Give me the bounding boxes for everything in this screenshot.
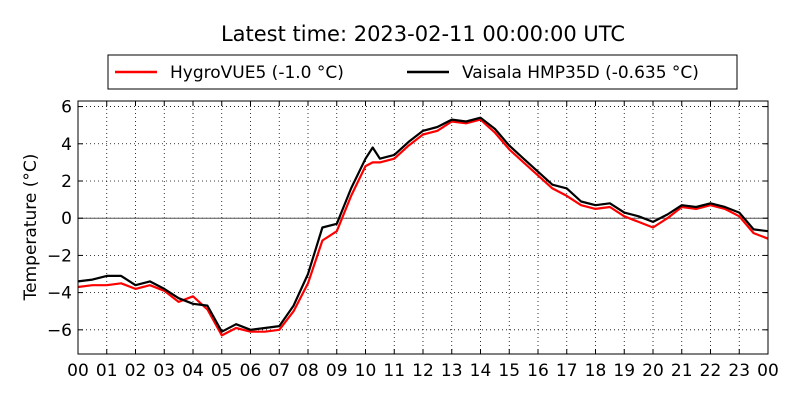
x-tick-label: 14 [470,361,492,381]
x-tick-label: 06 [240,361,262,381]
y-tick-label: 2 [61,172,72,192]
x-tick-label: 08 [297,361,319,381]
y-axis-label: Temperature (°C) [21,154,41,302]
x-axis-ticks: 00 01 02 03 04 05 06 07 08 09 10 11 12 13 14 15 16 17 18 19… [67,101,779,381]
series-line-hygrovue5 [77,118,769,337]
x-tick-label: 09 [326,361,348,381]
x-tick-label: 00 [67,361,89,381]
x-tick-label: 01 [96,361,118,381]
x-tick-label: 12 [412,361,434,381]
x-tick-label: 19 [613,361,635,381]
legend: HygroVUE5 (-1.0 °C) Vaisala HMP35D (-0.6… [107,54,738,90]
x-tick-label: 15 [498,361,520,381]
grid [78,101,768,354]
x-tick-label: 21 [671,361,693,381]
y-tick-label: 6 [61,98,72,118]
y-tick-label: −2 [47,246,72,266]
x-tick-label: 22 [700,361,722,381]
x-tick-label: 07 [268,361,290,381]
x-tick-label: 18 [585,361,607,381]
x-tick-label: 04 [182,361,204,381]
legend-label-hygrovue5: HygroVUE5 (-1.0 °C) [170,63,344,83]
y-tick-label: −4 [47,284,72,304]
x-tick-label: 13 [441,361,463,381]
y-tick-label: 0 [61,209,72,229]
x-tick-label: 05 [211,361,233,381]
x-tick-label: 10 [355,361,377,381]
x-tick-label: 11 [383,361,405,381]
x-tick-label: 00 [757,361,779,381]
y-tick-label: −6 [47,321,72,341]
x-tick-label: 02 [125,361,147,381]
y-tick-label: 4 [61,135,72,155]
plot-area-frame [77,100,769,355]
x-tick-label: 23 [728,361,750,381]
x-tick-label: 03 [153,361,175,381]
chart-title: Latest time: 2023-02-11 00:00:00 UTC [221,22,625,46]
x-tick-label: 17 [556,361,578,381]
y-axis-ticks: −6 −4 −2 0 2 4 6 [47,98,768,341]
x-tick-label: 20 [642,361,664,381]
series-lines [77,116,769,337]
legend-label-vaisala: Vaisala HMP35D (-0.635 °C) [462,63,699,83]
series-line-vaisala [77,116,769,333]
x-tick-label: 16 [527,361,549,381]
